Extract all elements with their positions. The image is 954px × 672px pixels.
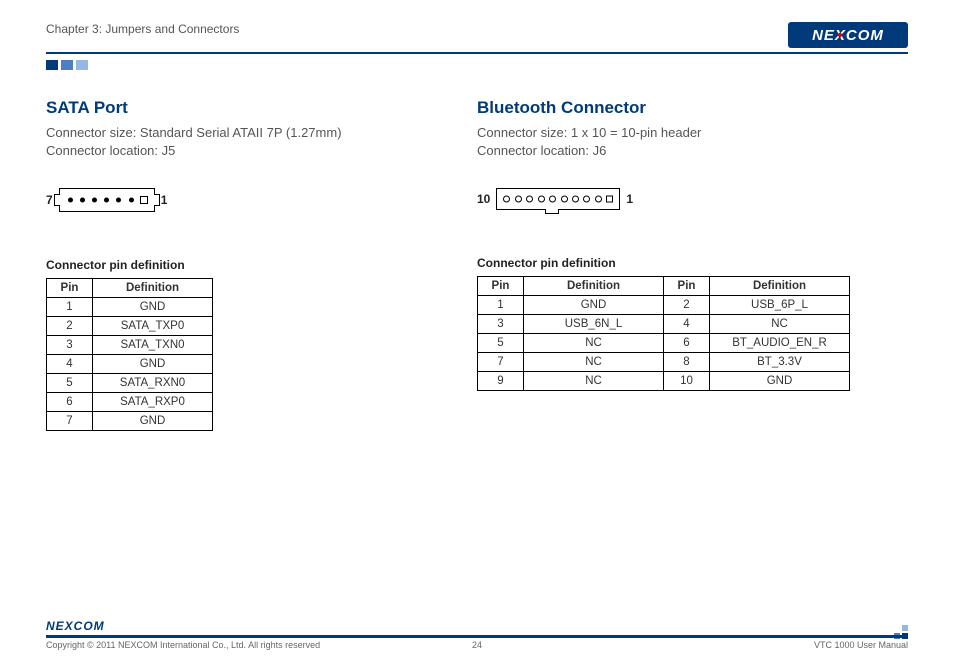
square-1	[46, 60, 58, 70]
table-row: 5SATA_RXN0	[47, 374, 213, 393]
sata-pin-cell: 2	[47, 317, 93, 336]
copyright-text: Copyright © 2011 NEXCOM International Co…	[46, 640, 320, 650]
bt-def-cell: GND	[710, 372, 850, 391]
chapter-title: Chapter 3: Jumpers and Connectors	[46, 22, 239, 36]
sata-location: Connector location: J5	[46, 142, 477, 160]
logo-part-2: COM	[846, 27, 884, 44]
sata-pin-1-label: 1	[161, 193, 168, 207]
bt-th-pin-b: Pin	[664, 277, 710, 296]
footer-logo: NEXCOM	[46, 619, 105, 633]
bt-def-cell: NC	[524, 372, 664, 391]
sata-def-cell: SATA_RXN0	[93, 374, 213, 393]
sata-section: SATA Port Connector size: Standard Seria…	[46, 98, 477, 431]
table-row: 3USB_6N_L4NC	[478, 315, 850, 334]
bt-title: Bluetooth Connector	[477, 98, 908, 118]
bt-diagram: 10 1	[477, 188, 908, 210]
bluetooth-section: Bluetooth Connector Connector size: 1 x …	[477, 98, 908, 431]
sata-pin-cell: 5	[47, 374, 93, 393]
bt-pin-cell: 2	[664, 296, 710, 315]
bt-def-cell: BT_3.3V	[710, 353, 850, 372]
decorative-squares	[46, 60, 908, 70]
bt-connector-drawing	[496, 188, 620, 210]
table-row: 7NC8BT_3.3V	[478, 353, 850, 372]
bt-def-cell: USB_6P_L	[710, 296, 850, 315]
nexcom-logo: NEXCOM	[788, 22, 908, 48]
bt-pin-cell: 9	[478, 372, 524, 391]
sata-diagram: 7 1	[46, 188, 477, 212]
bt-def-cell: GND	[524, 296, 664, 315]
table-row: 3SATA_TXN0	[47, 336, 213, 355]
sata-def-cell: GND	[93, 298, 213, 317]
page-header: Chapter 3: Jumpers and Connectors NEXCOM	[46, 22, 908, 48]
bt-pin-cell: 10	[664, 372, 710, 391]
bt-def-cell: BT_AUDIO_EN_R	[710, 334, 850, 353]
bt-size: Connector size: 1 x 10 = 10-pin header	[477, 124, 908, 142]
page-footer: NEXCOM Copyright © 2011 NEXCOM Internati…	[46, 635, 908, 650]
sata-def-cell: SATA_RXP0	[93, 393, 213, 412]
sata-def-cell: SATA_TXN0	[93, 336, 213, 355]
page-number: 24	[472, 640, 482, 650]
sata-size: Connector size: Standard Serial ATAII 7P…	[46, 124, 477, 142]
bt-th-def-a: Definition	[524, 277, 664, 296]
sata-title: SATA Port	[46, 98, 477, 118]
bt-th-pin-a: Pin	[478, 277, 524, 296]
manual-name: VTC 1000 User Manual	[814, 640, 908, 650]
bt-pin-cell: 5	[478, 334, 524, 353]
table-row: 4GND	[47, 355, 213, 374]
square-3	[76, 60, 88, 70]
bt-description: Connector size: 1 x 10 = 10-pin header C…	[477, 124, 908, 160]
bt-pin-1-label: 1	[626, 192, 633, 206]
bt-pin-cell: 7	[478, 353, 524, 372]
table-row: 7GND	[47, 412, 213, 431]
sata-def-cell: GND	[93, 355, 213, 374]
sata-pin-cell: 3	[47, 336, 93, 355]
sata-pin-cell: 4	[47, 355, 93, 374]
sata-pin-cell: 6	[47, 393, 93, 412]
bt-location: Connector location: J6	[477, 142, 908, 160]
bt-pin-cell: 8	[664, 353, 710, 372]
logo-part-x: X	[835, 27, 846, 44]
header-rule	[46, 52, 908, 54]
table-row: 2SATA_TXP0	[47, 317, 213, 336]
logo-part-1: NE	[812, 27, 835, 44]
sata-pin-cell: 1	[47, 298, 93, 317]
bt-th-def-b: Definition	[710, 277, 850, 296]
table-row: 5NC6BT_AUDIO_EN_R	[478, 334, 850, 353]
sata-pin-table: Pin Definition 1GND2SATA_TXP03SATA_TXN04…	[46, 278, 213, 431]
bt-pin-table: Pin Definition Pin Definition 1GND2USB_6…	[477, 276, 850, 391]
sata-table-title: Connector pin definition	[46, 258, 477, 272]
bt-pin-cell: 4	[664, 315, 710, 334]
square-2	[61, 60, 73, 70]
bt-def-cell: NC	[524, 334, 664, 353]
sata-pin-7-label: 7	[46, 193, 53, 207]
bt-def-cell: NC	[710, 315, 850, 334]
table-row: 1GND2USB_6P_L	[478, 296, 850, 315]
bt-pin-cell: 1	[478, 296, 524, 315]
sata-def-cell: GND	[93, 412, 213, 431]
table-row: 1GND	[47, 298, 213, 317]
sata-def-cell: SATA_TXP0	[93, 317, 213, 336]
sata-connector-drawing	[59, 188, 155, 212]
bt-pin-cell: 6	[664, 334, 710, 353]
bt-pin-10-label: 10	[477, 192, 490, 206]
bt-table-title: Connector pin definition	[477, 256, 908, 270]
bt-pin-cell: 3	[478, 315, 524, 334]
table-row: 9NC10GND	[478, 372, 850, 391]
sata-th-def: Definition	[93, 279, 213, 298]
sata-th-pin: Pin	[47, 279, 93, 298]
sata-pin-cell: 7	[47, 412, 93, 431]
sata-description: Connector size: Standard Serial ATAII 7P…	[46, 124, 477, 160]
bt-def-cell: USB_6N_L	[524, 315, 664, 334]
bt-def-cell: NC	[524, 353, 664, 372]
table-row: 6SATA_RXP0	[47, 393, 213, 412]
